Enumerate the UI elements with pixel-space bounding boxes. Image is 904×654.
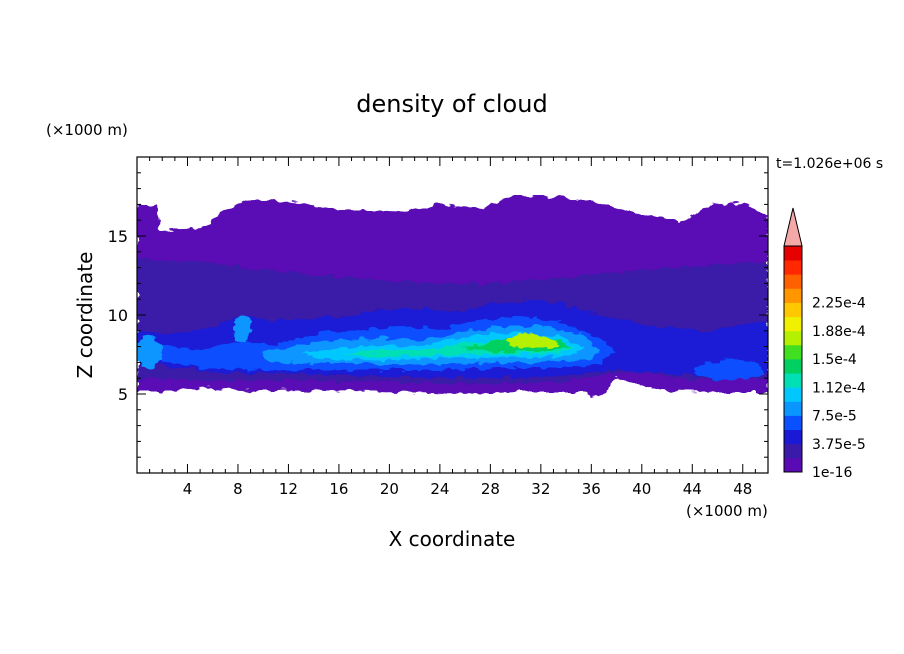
colorbar-swatch — [784, 302, 802, 318]
y-tick-label: 10 — [108, 306, 128, 325]
colorbar-swatch — [784, 344, 802, 360]
colorbar-swatch — [784, 401, 802, 416]
x-tick-label: 12 — [279, 480, 298, 498]
edge-cell-left — [137, 336, 162, 368]
y-tick-label: 15 — [108, 227, 128, 246]
colorbar-swatch — [784, 316, 802, 332]
contour-level-9 — [505, 332, 560, 348]
colorbar-swatch — [784, 288, 802, 303]
x-axis-label: X coordinate — [389, 527, 516, 551]
y-axis-label: Z coordinate — [73, 252, 97, 379]
y-axis-ticks: 5 10 15 — [108, 172, 768, 458]
x-tick-label: 36 — [582, 480, 601, 498]
y-tick-label: 5 — [118, 385, 128, 404]
colorbar-swatch — [784, 387, 802, 402]
colorbar-swatch — [784, 330, 802, 346]
density-contour-field — [137, 195, 768, 398]
chart-title: density of cloud — [356, 90, 547, 118]
colorbar-extend-arrow — [783, 207, 803, 247]
colorbar-swatch — [784, 373, 802, 388]
colorbar-label: 3.75e-5 — [812, 437, 866, 453]
x-tick-label: 44 — [683, 480, 702, 498]
colorbar-label: 1.88e-4 — [812, 324, 866, 340]
colorbar-swatch — [784, 443, 802, 459]
x-tick-label: 28 — [481, 480, 500, 498]
colorbar-swatch — [784, 415, 802, 431]
x-tick-label: 48 — [733, 480, 752, 498]
x-axis-ticks: 4 8 12 16 20 24 28 32 36 40 44 48 — [149, 157, 756, 498]
colorbar-label: 1e-16 — [812, 465, 852, 481]
colorbar-swatch — [784, 359, 802, 374]
colorbar-frame — [783, 245, 803, 473]
colorbar-label: 1.5e-4 — [812, 352, 857, 368]
isolated-cell-right — [696, 360, 764, 380]
colorbar-swatch — [784, 260, 802, 275]
colorbar-label: 1.12e-4 — [812, 380, 866, 396]
x-tick-label: 4 — [183, 480, 193, 498]
x-tick-label: 20 — [380, 480, 399, 498]
colorbar-swatch — [784, 457, 802, 473]
colorbar-swatch — [784, 429, 802, 445]
colorbar-swatch — [784, 246, 802, 261]
x-unit-label: (×1000 m) — [686, 502, 768, 520]
colorbar-swatch — [784, 274, 802, 289]
time-label: t=1.026e+06 s — [776, 156, 883, 172]
x-tick-label: 40 — [632, 480, 651, 498]
x-tick-label: 8 — [233, 480, 243, 498]
colorbar-label: 2.25e-4 — [812, 296, 866, 312]
x-tick-label: 16 — [329, 480, 348, 498]
colorbar: 1e-16 3.75e-5 7.5e-5 1.12e-4 1.5e-4 1.88e-4 2.… — [783, 207, 866, 481]
y-unit-label: (×1000 m) — [46, 121, 128, 139]
isolated-cell-left — [233, 315, 251, 341]
x-tick-label: 32 — [531, 480, 550, 498]
colorbar-label: 7.5e-5 — [812, 409, 857, 425]
x-tick-label: 24 — [430, 480, 449, 498]
